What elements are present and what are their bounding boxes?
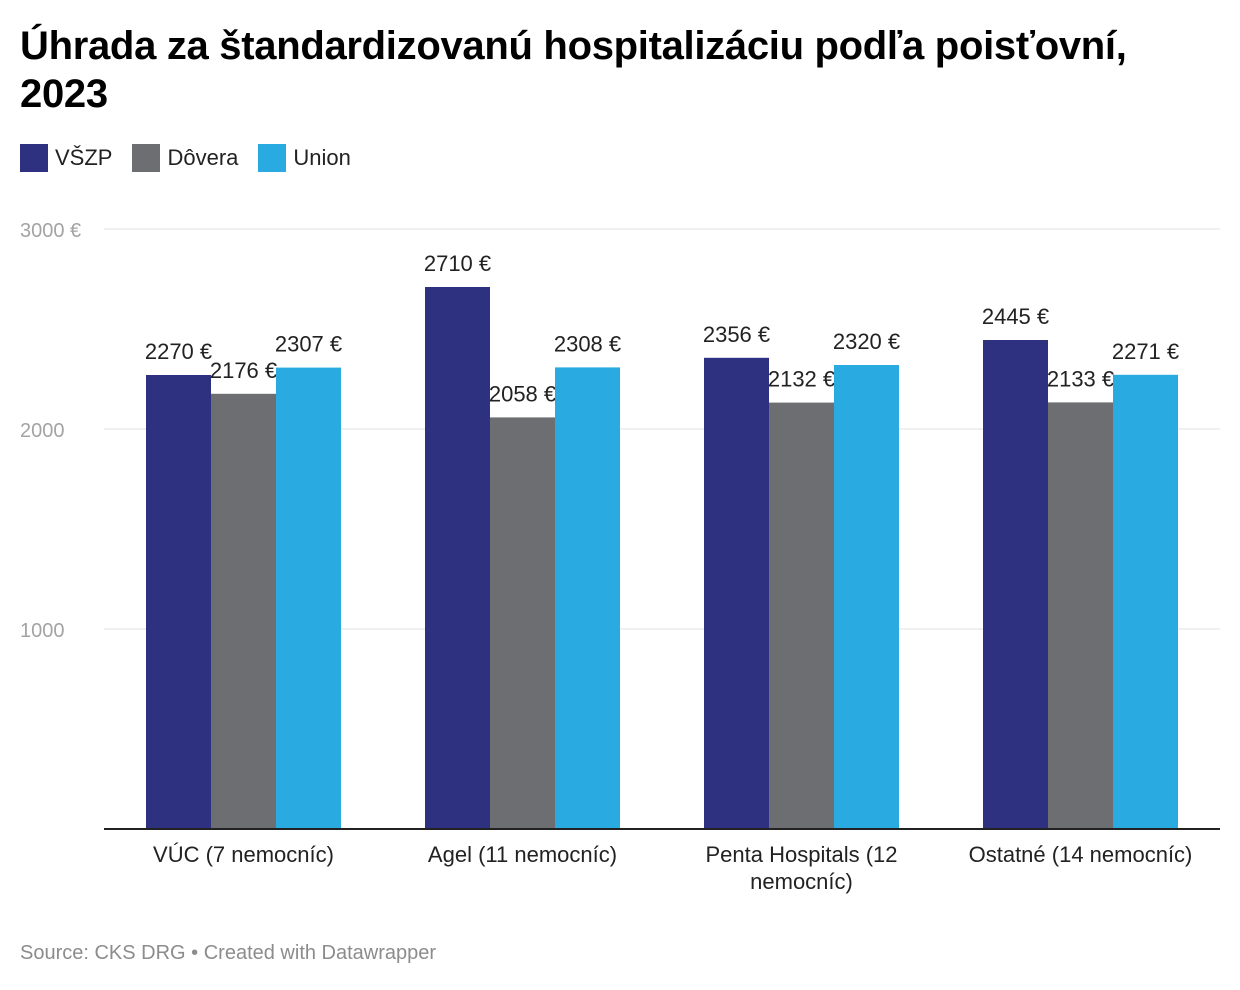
y-tick-label: 1000 [20,620,65,642]
bar [211,393,276,829]
legend-swatch [258,144,287,172]
data-label: 2271 € [1112,339,1179,364]
x-category-label: Agel (11 nemocníc) [428,842,617,867]
legend-label: Dôvera [167,145,239,170]
data-label: 2308 € [554,331,621,356]
y-tick-label: 2000 [20,420,65,442]
bar [425,287,490,829]
bar [146,375,211,829]
bar [983,340,1048,829]
data-label: 2132 € [768,367,835,392]
data-label: 2270 € [145,339,212,364]
data-label: 2133 € [1047,366,1114,391]
chart-title: Úhrada za štandardizovanú hospitalizáciu… [20,24,1127,116]
bar [1113,374,1178,829]
bar [704,357,769,829]
legend-item: Union [258,144,351,172]
y-tick-label: 3000 € [20,220,81,242]
data-label: 2320 € [833,329,900,354]
data-label: 2445 € [982,304,1049,329]
bar-chart: 1000 2000 3000 € 2270 €2176 €2307 € VÚC (7 n… [20,220,1220,894]
bar [555,367,620,829]
x-category-label: Ostatné (14 nemocníc) [969,842,1193,867]
legend-item: VŠZP [20,144,112,172]
source-footer: Source: CKS DRG • Created with Datawrapp… [20,942,437,964]
legend-label: VŠZP [55,145,113,170]
chart-legend: VŠZP Dôvera Union [20,144,351,172]
data-label: 2710 € [424,251,491,276]
bar [276,367,341,829]
bar [834,365,899,829]
bar [490,417,555,829]
data-label: 2356 € [703,322,770,347]
legend-item: Dôvera [132,144,238,172]
data-label: 2058 € [489,381,556,406]
data-label: 2307 € [275,332,342,357]
data-label: 2176 € [210,358,277,383]
legend-swatch [132,144,161,172]
x-category-label: VÚC (7 nemocníc) [153,842,334,867]
x-category-label: Penta Hospitals (12 nemocníc) [706,842,898,894]
legend-swatch [20,144,48,172]
legend-label: Union [293,145,351,170]
bar [769,402,834,829]
bar [1048,402,1113,829]
